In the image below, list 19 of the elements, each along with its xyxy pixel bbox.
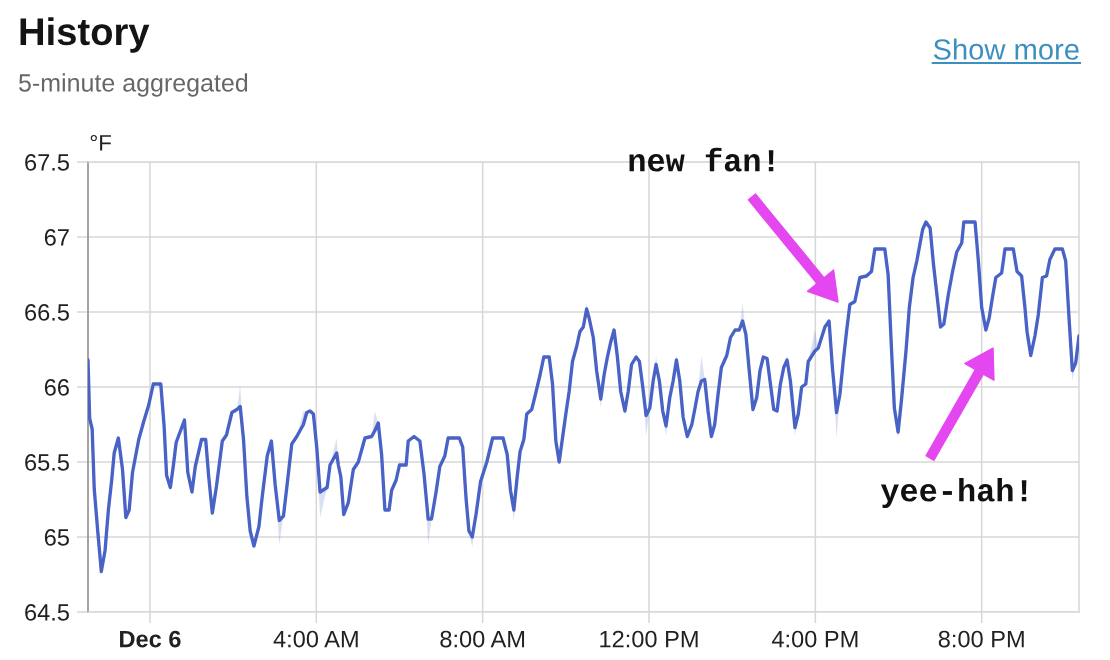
chart-title: History	[20, 17, 150, 53]
y-tick-label: 66	[44, 379, 69, 396]
y-tick-label: 67.5	[25, 154, 69, 171]
x-tick-label: Dec 6	[120, 630, 181, 648]
x-tick-label: 8:00 PM	[938, 630, 1024, 648]
y-tick-label: 65	[44, 529, 69, 546]
x-tick-label: 4:00 PM	[771, 630, 858, 648]
x-tick-label: 4:00 AM	[273, 630, 358, 648]
x-tick-label: 12:00 PM	[600, 630, 698, 648]
y-tick-label: 67	[44, 229, 69, 246]
y-axis-title: °F	[90, 134, 111, 151]
y-tick-label: 64.5	[25, 604, 69, 621]
annotation: new fan!	[629, 147, 774, 172]
y-tick-label: 66.5	[25, 304, 69, 321]
x-tick-label: 8:00 AM	[440, 630, 525, 648]
annotation: yee-hah!	[880, 478, 1027, 508]
y-tick-label: 65.5	[25, 454, 69, 471]
chart-subtitle: 5-minute aggregated	[19, 73, 248, 97]
text: Show more	[933, 38, 1079, 60]
